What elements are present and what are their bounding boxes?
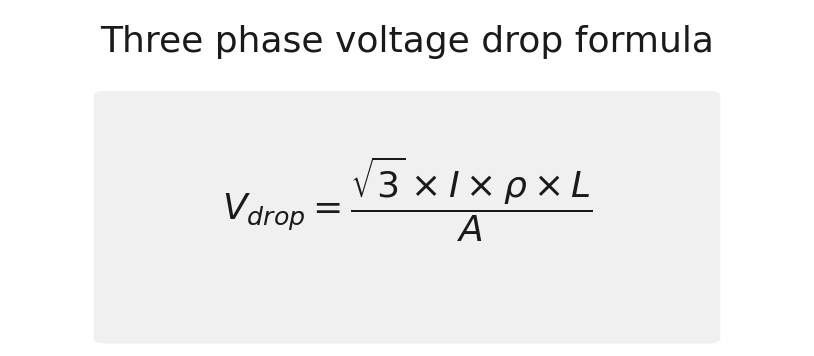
Text: Three phase voltage drop formula: Three phase voltage drop formula <box>100 25 714 59</box>
Text: $V_{drop} = \dfrac{\sqrt{3} \times I \times \rho \times L}{A}$: $V_{drop} = \dfrac{\sqrt{3} \times I \ti… <box>221 155 593 244</box>
FancyBboxPatch shape <box>94 91 720 344</box>
